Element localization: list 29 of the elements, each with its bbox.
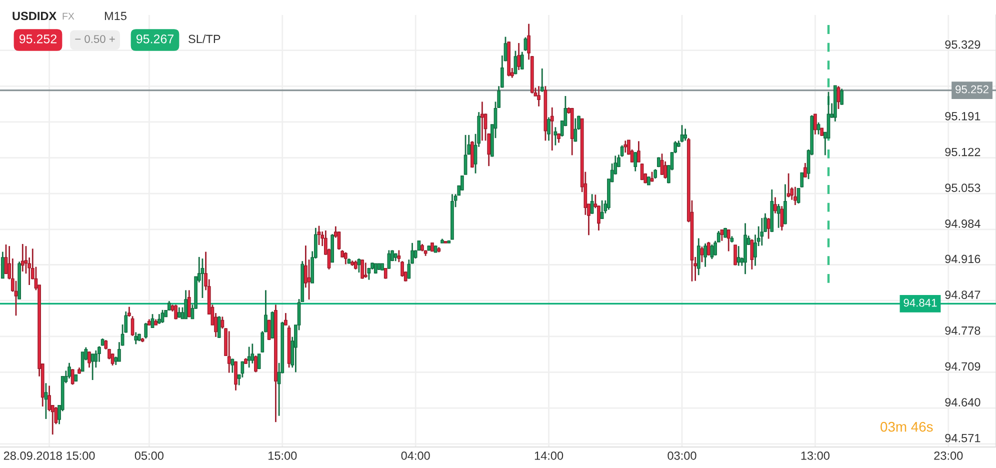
ref-line-label: 95.252 [956,85,988,94]
annotation: 03m 46s [880,422,933,432]
x-tick-label: 05:00 [134,451,164,460]
chart-title: USDIDX [12,12,56,20]
x-tick-label: 28.09.2018 15:00 [4,451,95,460]
y-tick-label: 94.640 [945,398,980,406]
annotation: SL/TP [188,34,220,44]
y-tick-label: 95.329 [945,40,980,49]
ref-line-label: 94.841 [904,298,937,307]
y-tick-label: 95.191 [945,112,980,120]
annotation: 95.267 [136,34,174,44]
y-tick-label: 94.709 [945,362,980,371]
y-tick-label: 94.778 [945,326,980,335]
annotation: − 0.50 + [75,35,115,43]
y-tick-label: 94.847 [945,290,980,299]
x-tick-label: 13:00 [801,451,830,460]
x-tick-label: 15:00 [268,451,297,460]
x-tick-label: 23:00 [934,451,963,460]
y-tick-label: 94.571 [945,434,980,442]
y-tick-label: 95.053 [945,184,980,192]
y-tick-label: 95.122 [945,148,980,156]
annotation: 95.252 [19,34,56,44]
annotation: M15 [104,12,126,20]
y-tick-label: 94.916 [945,254,980,264]
annotation: FX [62,12,74,20]
x-tick-label: 04:00 [401,451,430,460]
x-tick-label: 14:00 [534,451,564,460]
x-tick-label: 03:00 [668,451,696,460]
y-tick-label: 94.984 [945,219,980,228]
